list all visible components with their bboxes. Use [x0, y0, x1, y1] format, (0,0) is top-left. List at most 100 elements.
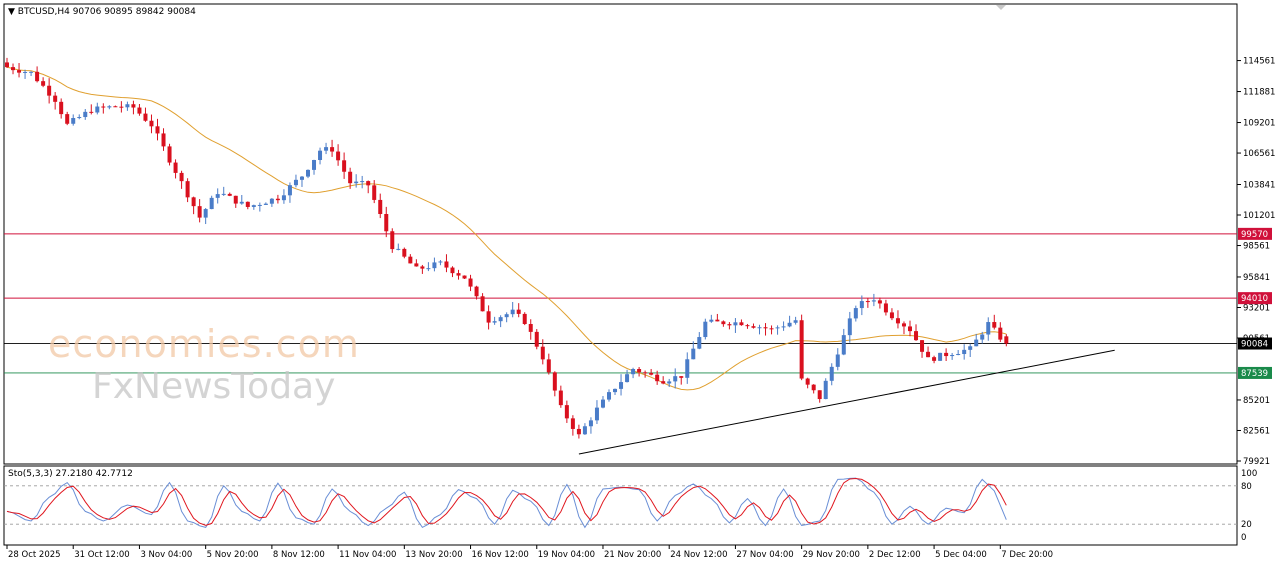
- candle-body: [528, 324, 533, 332]
- candle-body: [336, 151, 341, 161]
- x-tick-label: 7 Dec 20:00: [1001, 550, 1053, 560]
- candle-body: [438, 261, 443, 263]
- candle-body: [318, 150, 323, 161]
- x-tick-label: 31 Oct 12:00: [74, 550, 129, 560]
- candle-body: [649, 372, 654, 375]
- moving-average-line: [6, 66, 1007, 391]
- triangle-down-icon[interactable]: ▼: [8, 7, 15, 17]
- candle-body: [643, 372, 648, 374]
- candle-body: [835, 354, 840, 367]
- candle-body: [281, 195, 286, 201]
- stochastic-pane-frame: [3, 465, 1238, 546]
- candle-body: [71, 118, 76, 124]
- candle-body: [787, 322, 792, 327]
- candle-body: [360, 181, 365, 183]
- scroll-marker-icon[interactable]: [996, 5, 1006, 10]
- x-tick-label: 19 Nov 04:00: [538, 550, 595, 560]
- candle-body: [534, 331, 539, 347]
- candle-body: [745, 325, 750, 327]
- candle-body: [847, 318, 852, 336]
- candle-body: [600, 399, 605, 408]
- candle-body: [673, 376, 678, 382]
- candle-body: [209, 197, 214, 210]
- candle-body: [95, 106, 100, 113]
- x-tick-label: 8 Nov 12:00: [273, 550, 325, 560]
- candle-body: [498, 317, 503, 322]
- candle-body: [23, 71, 28, 73]
- chart-header: ▼ BTCUSD,H4 90706 90895 89842 90084: [8, 7, 196, 17]
- x-tick-label: 13 Nov 20:00: [405, 550, 462, 560]
- candle-body: [480, 296, 485, 312]
- candle-body: [29, 71, 34, 73]
- candle-body: [444, 261, 449, 268]
- candle-body: [486, 311, 491, 323]
- candle-body: [372, 185, 377, 200]
- candle-body: [721, 321, 726, 325]
- y-tick-label: 93201: [1243, 303, 1270, 313]
- candle-body: [414, 263, 419, 267]
- stochastic-label: Sto(5,3,3): [8, 469, 53, 479]
- candle-body: [775, 327, 780, 329]
- candle-body: [781, 326, 786, 328]
- y-tick-label: 109201: [1243, 119, 1275, 129]
- candle-body: [576, 428, 581, 435]
- candle-body: [227, 193, 232, 196]
- candle-body: [540, 346, 545, 360]
- candle-body: [859, 301, 864, 309]
- candle-body: [974, 339, 979, 347]
- stochastic-header: Sto(5,3,3) 27.2180 42.7712: [8, 469, 133, 479]
- candle-body: [408, 256, 413, 264]
- candle-body: [161, 133, 166, 147]
- candle-body: [11, 67, 16, 71]
- x-tick-label: 29 Nov 20:00: [803, 550, 860, 560]
- candle-body: [179, 172, 184, 182]
- candle-body: [895, 318, 900, 324]
- candle-body: [239, 201, 244, 204]
- candle-body: [173, 162, 178, 173]
- candle-body: [667, 381, 672, 384]
- candle-body: [197, 206, 202, 218]
- level-price-box: [1238, 366, 1272, 379]
- candle-body: [950, 355, 955, 357]
- stochastic-main-value: 27.2180: [55, 469, 93, 479]
- candle-body: [215, 194, 220, 198]
- trendline[interactable]: [578, 349, 1115, 455]
- candle-body: [35, 71, 40, 82]
- y-tick-label: 111881: [1243, 88, 1275, 98]
- y-tick-label: 114561: [1243, 57, 1275, 67]
- candle-body: [685, 359, 690, 378]
- candle-body: [462, 275, 467, 279]
- candle-body: [324, 147, 329, 151]
- level-price-label: 94010: [1241, 294, 1268, 304]
- candle-body: [468, 278, 473, 287]
- candle-body: [492, 321, 497, 323]
- candle-body: [582, 426, 587, 435]
- candle-body: [944, 352, 949, 357]
- candle-body: [751, 326, 756, 328]
- candle-body: [131, 104, 136, 108]
- candle-body: [763, 327, 768, 329]
- candle-body: [703, 321, 708, 338]
- candle-body: [185, 181, 190, 198]
- candle-body: [637, 369, 642, 373]
- candle-body: [330, 147, 335, 152]
- watermark-sub: FxNewsToday: [92, 366, 336, 407]
- high-value: 90895: [104, 7, 133, 17]
- candle-body: [263, 203, 268, 205]
- candle-body: [191, 197, 196, 207]
- candle-body: [564, 405, 569, 419]
- candle-body: [275, 198, 280, 201]
- candle-body: [570, 418, 575, 429]
- candle-body: [938, 352, 943, 361]
- candle-body: [125, 104, 130, 108]
- candle-body: [312, 160, 317, 170]
- stochastic-scale-label: 20: [1241, 520, 1252, 530]
- candle-body: [661, 381, 666, 384]
- candle-body: [552, 372, 557, 391]
- y-tick-label: 103841: [1243, 180, 1275, 190]
- candle-body: [83, 111, 88, 118]
- candle-body: [932, 357, 937, 361]
- candle-body: [926, 351, 931, 358]
- candle-body: [269, 198, 274, 204]
